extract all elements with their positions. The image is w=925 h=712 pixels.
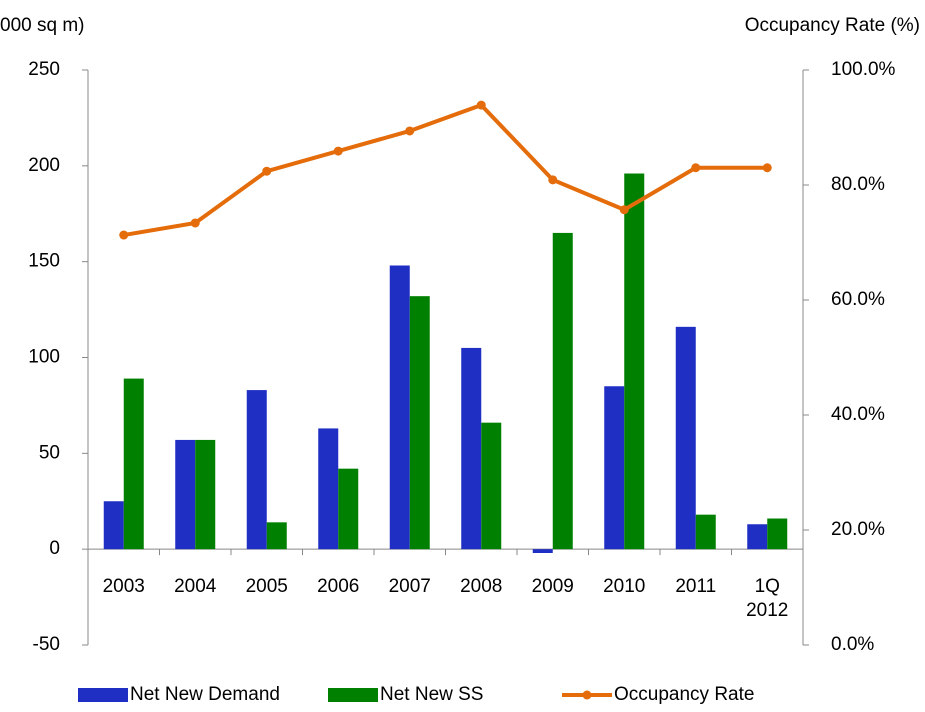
bar bbox=[695, 514, 716, 550]
bar bbox=[338, 468, 359, 550]
x-tick-label: 2005 bbox=[245, 576, 288, 598]
x-tick-label: 2004 bbox=[174, 576, 217, 598]
bar bbox=[461, 347, 482, 550]
y-tick-label: -50 bbox=[33, 634, 60, 655]
bar bbox=[675, 326, 696, 550]
y2-axis-label: Occupancy Rate (%) bbox=[745, 15, 920, 36]
y-tick-label: 0 bbox=[49, 538, 60, 559]
bar bbox=[767, 518, 788, 550]
bar bbox=[195, 439, 216, 550]
y-tick-label: 100 bbox=[28, 347, 60, 368]
legend-label: Net New SS bbox=[380, 684, 483, 705]
bar bbox=[103, 501, 124, 550]
bar bbox=[175, 439, 196, 550]
legend-label: Net New Demand bbox=[130, 684, 280, 705]
bar bbox=[389, 265, 410, 550]
x-tick-label: 2011 bbox=[675, 576, 717, 598]
x-tick-label: 2010 bbox=[603, 576, 646, 598]
point bbox=[333, 146, 343, 156]
point bbox=[119, 230, 129, 240]
point bbox=[691, 163, 701, 173]
bar bbox=[532, 549, 553, 553]
bar bbox=[747, 524, 768, 550]
y2-tick-label: 60.0% bbox=[831, 289, 885, 310]
point bbox=[619, 205, 629, 215]
point bbox=[548, 175, 558, 185]
y-tick-label: 200 bbox=[28, 155, 60, 176]
x-tick-label: 2003 bbox=[102, 576, 145, 598]
y2-tick-label: 0.0% bbox=[831, 634, 874, 655]
bar bbox=[266, 522, 287, 550]
y-tick-label: 50 bbox=[39, 442, 60, 463]
bar bbox=[481, 422, 502, 550]
legend-swatch bbox=[328, 688, 378, 702]
y2-tick-label: 80.0% bbox=[831, 174, 885, 195]
line bbox=[123, 102, 768, 237]
bar bbox=[318, 428, 339, 550]
bar bbox=[409, 296, 430, 550]
x-tick-label: 2006 bbox=[317, 576, 360, 598]
legend-label: Occupancy Rate bbox=[614, 684, 754, 705]
y2-tick-label: 100.0% bbox=[831, 59, 896, 80]
point bbox=[190, 218, 200, 228]
point bbox=[762, 163, 772, 173]
y2-tick-label: 40.0% bbox=[831, 404, 885, 425]
point bbox=[476, 100, 486, 110]
x-tick-label: 2008 bbox=[460, 576, 503, 598]
y-tick-label: 150 bbox=[28, 251, 60, 272]
y-tick-label: 250 bbox=[28, 59, 60, 80]
x-tick-label: 2007 bbox=[388, 576, 431, 598]
legend-swatch bbox=[582, 690, 592, 700]
y-axis-label: 000 sq m) bbox=[0, 15, 84, 36]
y2-tick-label: 20.0% bbox=[831, 519, 885, 540]
bar bbox=[552, 232, 573, 550]
x-tick-label: 2009 bbox=[531, 576, 574, 598]
bar bbox=[624, 173, 645, 550]
bar bbox=[123, 378, 144, 550]
bar bbox=[604, 386, 625, 550]
bar bbox=[246, 390, 267, 550]
point bbox=[262, 166, 272, 176]
x-tick-label: 1Q 2012 bbox=[746, 576, 789, 622]
point bbox=[405, 126, 415, 136]
legend-swatch bbox=[78, 688, 128, 702]
